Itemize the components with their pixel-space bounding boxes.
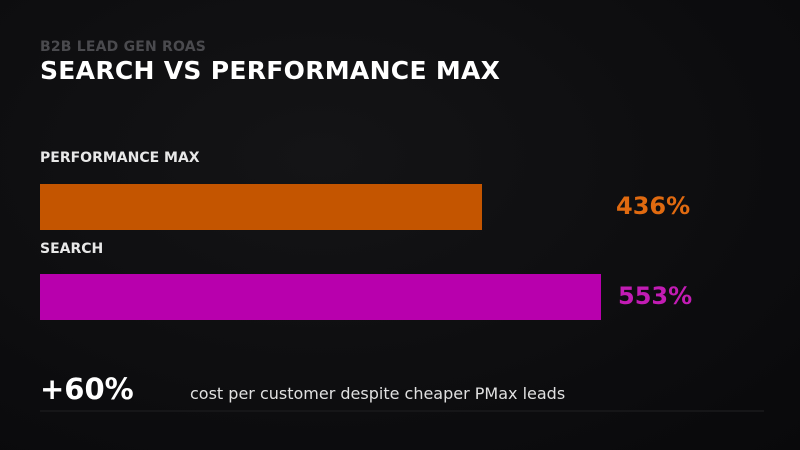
bar-value-performance-max: 436% (616, 192, 691, 220)
footer-divider (40, 410, 764, 412)
bar-value-search: 553% (618, 282, 693, 310)
bar-performance-max (40, 184, 482, 230)
chart-kicker: B2B LEAD GEN ROAS (40, 39, 207, 55)
footer-stat-value: +60% (40, 372, 134, 406)
footer-stat-caption: cost per customer despite cheaper PMax l… (190, 384, 566, 403)
bar-label-performance-max: PERFORMANCE MAX (40, 150, 200, 166)
chart-title: SEARCH VS PERFORMANCE MAX (40, 56, 501, 85)
bar-search (40, 274, 601, 320)
bar-label-search: SEARCH (40, 241, 104, 257)
